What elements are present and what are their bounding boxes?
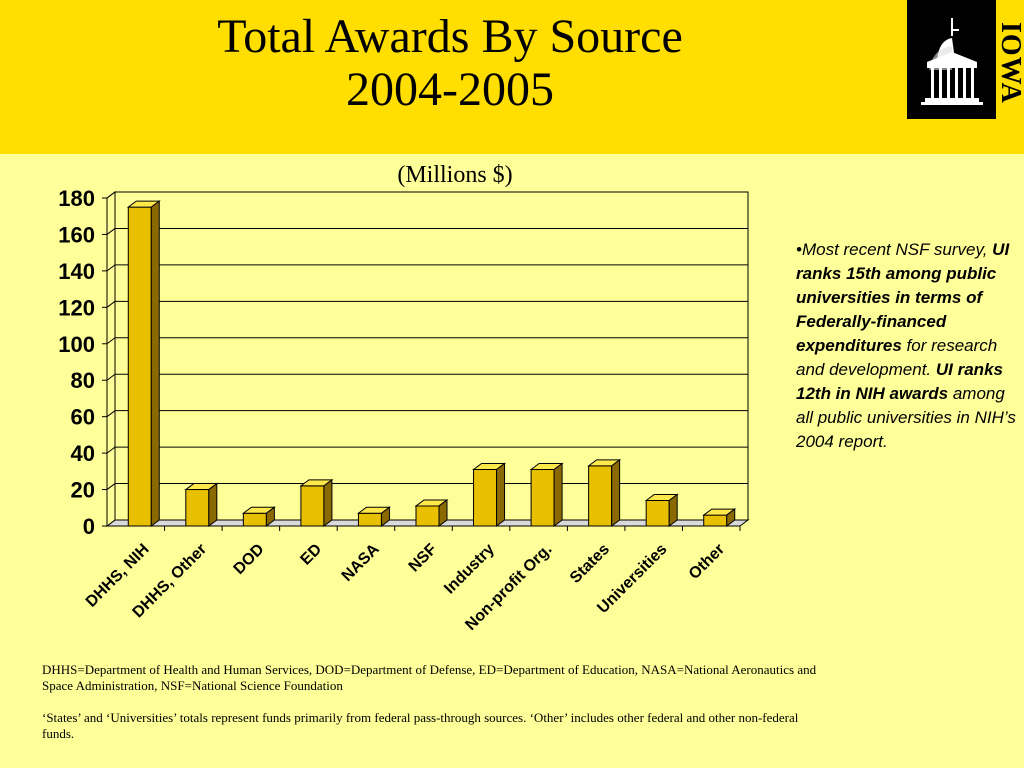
- note-text-2: UI ranks 15th among public universities …: [796, 240, 1010, 355]
- gridline-wall: [106, 264, 116, 272]
- chart-units-label: (Millions $): [397, 162, 513, 188]
- bar: [645, 499, 670, 527]
- title-banner: Total Awards By Source 2004-2005 IOWA: [0, 0, 1024, 154]
- bar: [415, 505, 440, 527]
- bar: [473, 469, 498, 527]
- gridline-wall: [106, 483, 116, 490]
- slide-title-line1: Total Awards By Source: [217, 10, 683, 63]
- bar: [185, 489, 210, 527]
- x-tick-label: Industry: [441, 541, 498, 598]
- bar-side: [668, 493, 678, 527]
- chart-left-wall: [106, 191, 116, 527]
- gridline-wall: [106, 410, 116, 418]
- slide-title-line2: 2004-2005: [346, 63, 554, 116]
- slide-title: Total Awards By Source 2004-2005: [60, 10, 840, 116]
- x-tick-label: States: [567, 541, 613, 587]
- bar: [357, 512, 382, 527]
- bar-side: [553, 462, 563, 527]
- note-bullet: •: [796, 240, 802, 259]
- bar: [588, 465, 613, 527]
- footnote-abbreviations: DHHS=Department of Health and Human Serv…: [42, 662, 817, 693]
- bar-side: [611, 458, 621, 527]
- plot-area: [114, 191, 749, 521]
- university-wordmark: IOWA: [995, 0, 1024, 119]
- gridline-wall: [106, 446, 116, 454]
- bar: [242, 512, 267, 527]
- gridline-wall: [106, 191, 116, 199]
- y-tick-label: 120: [58, 295, 95, 320]
- note-text-1: Most recent NSF survey,: [801, 240, 993, 259]
- x-tick-label: DOD: [231, 541, 268, 578]
- bar-side: [438, 498, 448, 527]
- bar-side: [380, 506, 390, 527]
- y-tick-label: 20: [71, 478, 95, 503]
- bar-side: [208, 482, 218, 527]
- x-tick-label: NSF: [406, 541, 441, 576]
- bar-side: [726, 508, 736, 527]
- bar: [530, 469, 555, 527]
- note-text-5: among all public universities in NIH’s 2…: [796, 384, 1016, 451]
- gridline-wall: [106, 373, 116, 381]
- bar: [703, 514, 728, 527]
- bar-side: [496, 462, 506, 527]
- y-tick-label: 0: [83, 514, 95, 539]
- y-tick-label: 140: [58, 259, 95, 284]
- x-tick-label: NASA: [339, 540, 383, 584]
- y-tick-label: 60: [71, 405, 95, 430]
- bar-side: [150, 200, 160, 527]
- bar: [127, 206, 152, 527]
- bar-side: [323, 478, 333, 527]
- x-tick-label: Other: [686, 541, 728, 583]
- footnotes: DHHS=Department of Health and Human Serv…: [42, 662, 832, 758]
- gridline-wall: [106, 228, 116, 235]
- gridline-wall: [106, 300, 116, 308]
- wordmark-text: IOWA: [995, 22, 1024, 104]
- bar-side: [265, 506, 275, 527]
- y-tick-label: 180: [58, 186, 95, 211]
- x-tick-label: ED: [297, 541, 325, 569]
- y-tick-label: 160: [58, 222, 95, 247]
- y-tick-label: 80: [71, 368, 95, 393]
- note-text-4: UI ranks 12th in NIH awards: [796, 360, 1003, 403]
- gridline-wall: [106, 337, 116, 345]
- y-tick-label: 100: [58, 332, 95, 357]
- footnote-sources: ‘States’ and ‘Universities’ totals repre…: [42, 710, 799, 741]
- note-text-3: for research and development.: [796, 336, 998, 379]
- y-tick-label: 40: [71, 441, 95, 466]
- bar: [300, 485, 325, 527]
- rankings-note: •Most recent NSF survey, UI ranks 15th a…: [796, 238, 1020, 454]
